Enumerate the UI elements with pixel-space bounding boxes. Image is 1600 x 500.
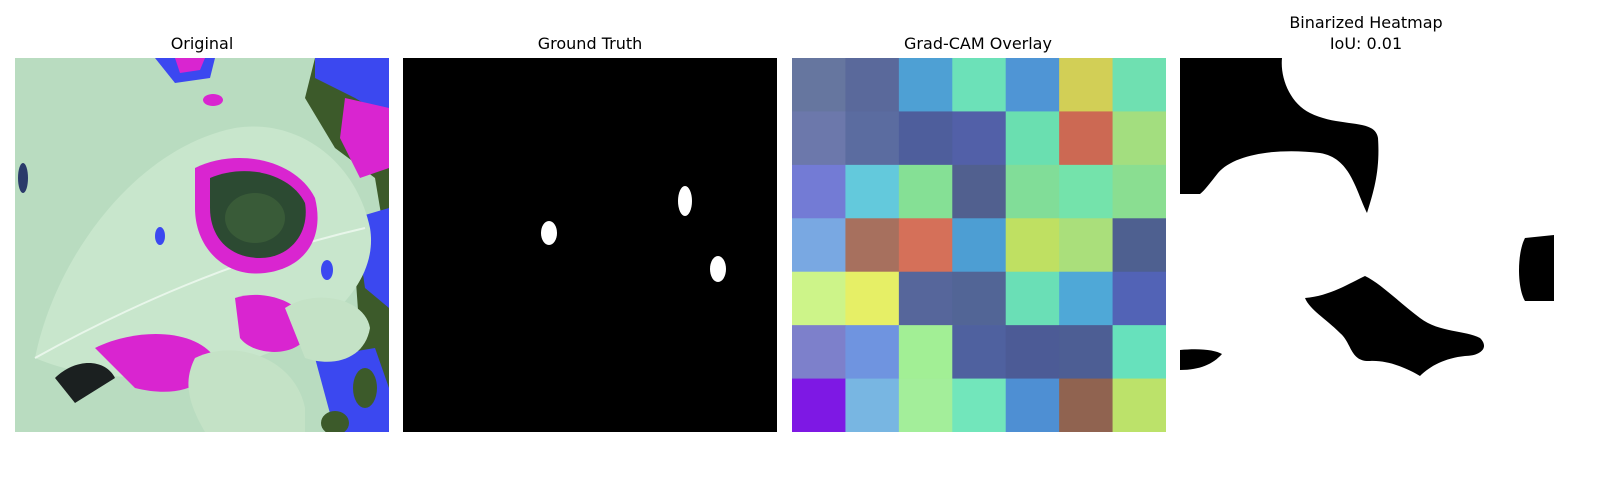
gradcam-cell bbox=[845, 218, 900, 273]
iou-score: IoU: 0.01 bbox=[1329, 34, 1403, 53]
heatmap-region-right bbox=[1519, 235, 1554, 301]
gradcam-cell bbox=[845, 325, 900, 380]
gradcam-overlay bbox=[792, 58, 1166, 432]
gradcam-cell bbox=[1112, 218, 1166, 273]
gradcam-cell bbox=[1112, 325, 1166, 380]
gradcam-cell bbox=[898, 218, 953, 273]
gradcam-cell bbox=[898, 164, 953, 219]
gradcam-cell bbox=[952, 164, 1007, 219]
gt-spot-3 bbox=[710, 256, 726, 282]
gradcam-cell bbox=[952, 111, 1007, 166]
gradcam-cell bbox=[792, 111, 846, 166]
gradcam-cell bbox=[792, 378, 846, 432]
gradcam-cell bbox=[792, 325, 846, 380]
gradcam-cell bbox=[952, 58, 1007, 112]
gradcam-cell bbox=[1112, 164, 1166, 219]
gradcam-cell bbox=[1059, 164, 1114, 219]
panel-title-original: Original bbox=[170, 34, 234, 53]
gradcam-cell bbox=[845, 111, 900, 166]
gradcam-cell bbox=[1112, 271, 1166, 326]
gradcam-cell bbox=[845, 58, 900, 112]
gradcam-cell bbox=[952, 325, 1007, 380]
gradcam-cell bbox=[1005, 378, 1060, 432]
panel-title-binarized: Binarized Heatmap bbox=[1289, 13, 1443, 32]
gradcam-cell bbox=[952, 271, 1007, 326]
gradcam-cell bbox=[1059, 378, 1114, 432]
original-image bbox=[15, 58, 389, 432]
gradcam-cell bbox=[1059, 325, 1114, 380]
gradcam-cell bbox=[1112, 111, 1166, 166]
gt-spot-2 bbox=[678, 186, 692, 216]
gradcam-cell bbox=[845, 378, 900, 432]
gradcam-cell bbox=[792, 271, 846, 326]
binarized-heatmap bbox=[1180, 58, 1554, 432]
gradcam-cell bbox=[845, 164, 900, 219]
gradcam-cell bbox=[1112, 378, 1166, 432]
gradcam-cell bbox=[1059, 111, 1114, 166]
gradcam-cell bbox=[1005, 164, 1060, 219]
gradcam-cell bbox=[792, 218, 846, 273]
panel-title-ground-truth: Ground Truth bbox=[537, 34, 643, 53]
gradcam-cell bbox=[952, 218, 1007, 273]
heatmap-region-left bbox=[1180, 349, 1222, 370]
gradcam-cell bbox=[792, 58, 846, 112]
gradcam-cell bbox=[1005, 111, 1060, 166]
gradcam-cell bbox=[952, 378, 1007, 432]
heatmap-region-bottom bbox=[1305, 276, 1485, 376]
gradcam-cell bbox=[845, 271, 900, 326]
gradcam-cell bbox=[1059, 218, 1114, 273]
gradcam-cell bbox=[1005, 58, 1060, 112]
gradcam-cell bbox=[898, 271, 953, 326]
gradcam-cell bbox=[898, 325, 953, 380]
ground-truth-mask bbox=[403, 58, 777, 432]
panel-title-gradcam: Grad-CAM Overlay bbox=[904, 34, 1052, 53]
gradcam-cell bbox=[1005, 218, 1060, 273]
gradcam-cell bbox=[898, 111, 953, 166]
gradcam-cell bbox=[1112, 58, 1166, 112]
gradcam-cell bbox=[898, 58, 953, 112]
gradcam-cell bbox=[1005, 271, 1060, 326]
gradcam-cell bbox=[792, 164, 846, 219]
heatmap-region-top bbox=[1180, 58, 1379, 213]
gradcam-cell bbox=[898, 378, 953, 432]
gradcam-cell bbox=[1059, 271, 1114, 326]
gt-spot-1 bbox=[541, 221, 557, 245]
gradcam-cell bbox=[1059, 58, 1114, 112]
gradcam-cell bbox=[1005, 325, 1060, 380]
